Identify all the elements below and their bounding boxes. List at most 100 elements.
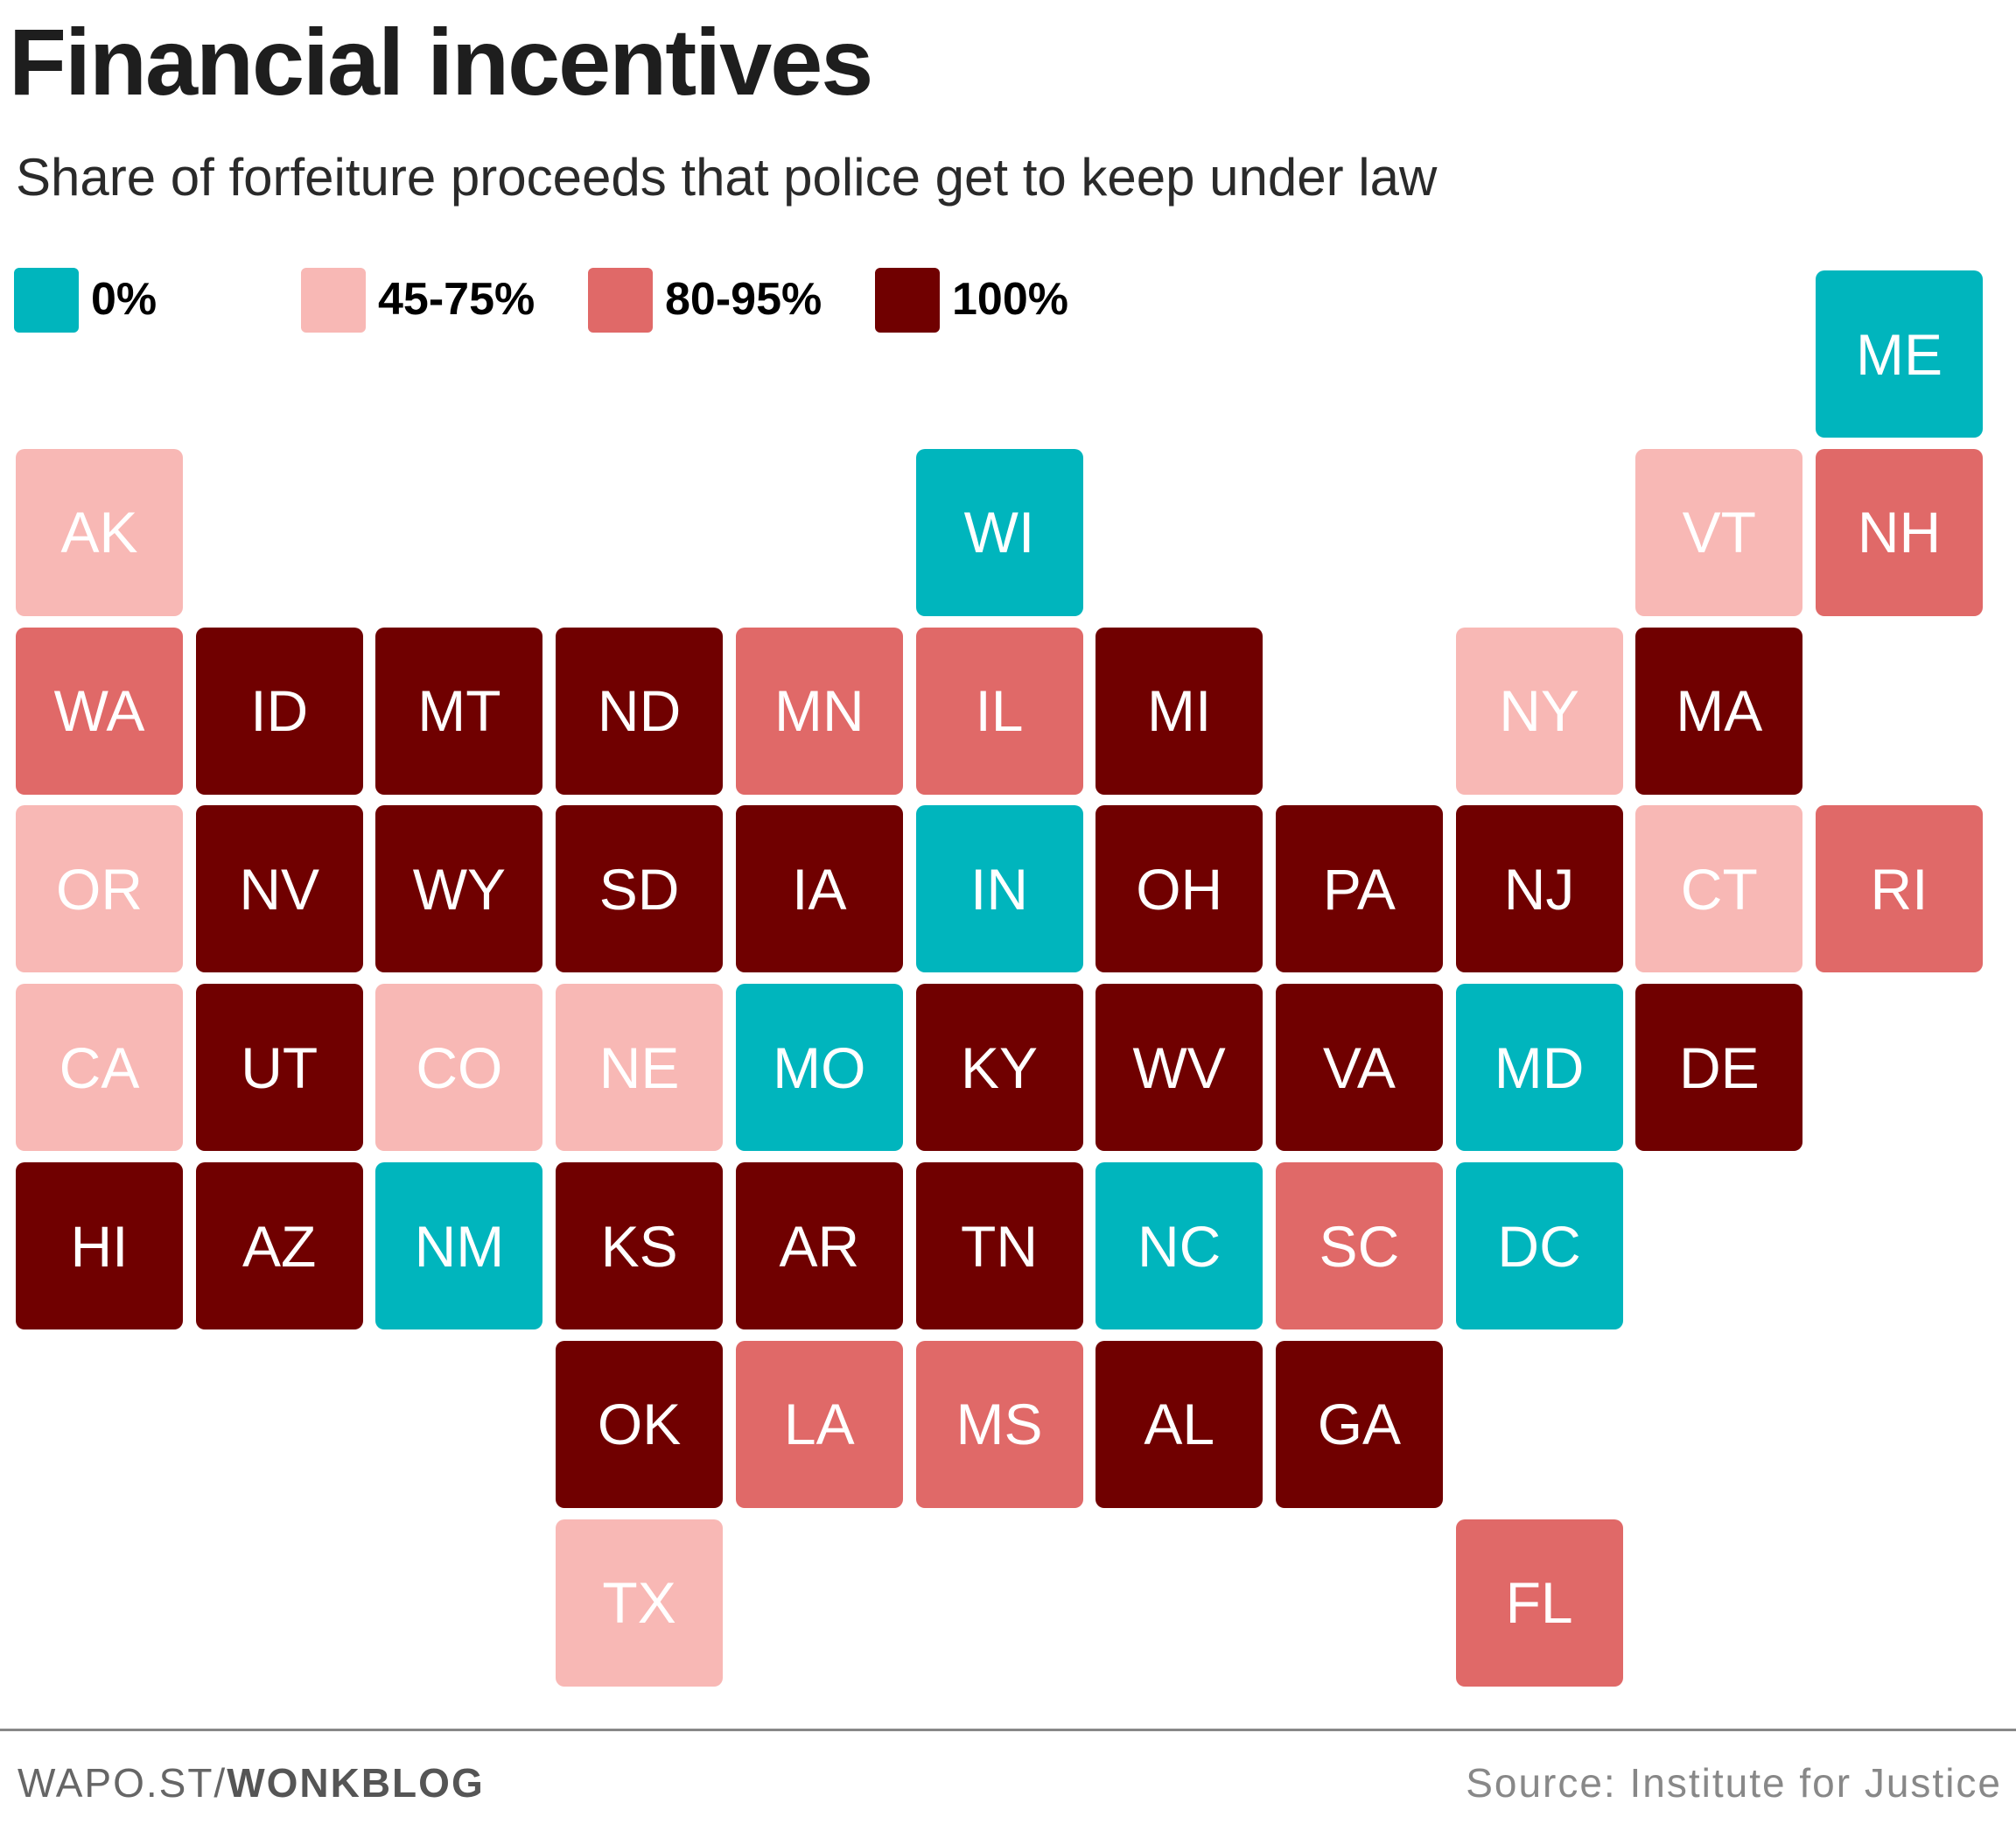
state-label: WI: [963, 500, 1035, 565]
state-label: UT: [241, 1035, 318, 1100]
state-tile-ia: IA: [735, 805, 903, 973]
state-tile-va: VA: [1275, 984, 1443, 1152]
state-label: WA: [53, 678, 145, 744]
state-label: NC: [1138, 1213, 1222, 1279]
state-label: PA: [1322, 856, 1396, 922]
credit-prefix: WAPO.ST/: [18, 1760, 228, 1806]
state-tile-ak: AK: [16, 448, 183, 616]
state-label: MA: [1676, 678, 1763, 744]
state-label: HI: [70, 1213, 129, 1279]
source-note: Source: Institute for Justice: [1466, 1760, 2002, 1806]
state-label: VT: [1682, 500, 1756, 565]
state-tile-ma: MA: [1635, 627, 1803, 795]
state-label: ID: [250, 678, 309, 744]
state-tile-al: AL: [1096, 1340, 1264, 1508]
state-tile-mn: MN: [735, 627, 903, 795]
state-label: RI: [1870, 856, 1928, 922]
state-label: CO: [416, 1035, 503, 1100]
state-tile-tn: TN: [915, 1162, 1083, 1329]
state-tile-co: CO: [375, 984, 543, 1152]
state-tile-nv: NV: [195, 805, 363, 973]
state-tile-la: LA: [735, 1340, 903, 1508]
state-label: SD: [598, 856, 680, 922]
state-tile-ca: CA: [16, 984, 183, 1152]
state-tile-dc: DC: [1455, 1162, 1623, 1329]
state-tile-fl: FL: [1455, 1519, 1623, 1687]
chart-subtitle: Share of forfeiture proceeds that police…: [16, 148, 1438, 207]
state-label: CT: [1680, 856, 1758, 922]
state-label: MO: [773, 1035, 866, 1100]
state-tile-ar: AR: [735, 1162, 903, 1329]
state-label: KY: [960, 1035, 1039, 1100]
state-tile-sc: SC: [1275, 1162, 1443, 1329]
state-label: MT: [417, 678, 501, 744]
state-tile-nc: NC: [1096, 1162, 1264, 1329]
state-label: AL: [1144, 1392, 1215, 1457]
state-label: NY: [1499, 678, 1579, 744]
state-tile-ms: MS: [915, 1340, 1083, 1508]
state-label: IA: [792, 856, 847, 922]
state-tile-sd: SD: [556, 805, 724, 973]
state-tile-de: DE: [1635, 984, 1803, 1152]
legend-swatch-80-95: [588, 268, 653, 333]
state-label: TX: [602, 1570, 676, 1636]
state-label: NV: [239, 856, 320, 922]
state-tile-md: MD: [1455, 984, 1623, 1152]
state-label: MS: [956, 1392, 1043, 1457]
state-tile-ny: NY: [1455, 627, 1623, 795]
state-tile-hi: HI: [16, 1162, 183, 1329]
state-tile-nd: ND: [556, 627, 724, 795]
state-label: NE: [598, 1035, 680, 1100]
state-tile-ks: KS: [556, 1162, 724, 1329]
state-tile-pa: PA: [1275, 805, 1443, 973]
legend-swatch-45-75: [301, 268, 366, 333]
state-label: MI: [1147, 678, 1212, 744]
state-tile-ky: KY: [915, 984, 1083, 1152]
state-label: LA: [783, 1392, 855, 1457]
state-tile-wy: WY: [375, 805, 543, 973]
state-tile-il: IL: [915, 627, 1083, 795]
state-tile-vt: VT: [1635, 448, 1803, 616]
state-label: GA: [1317, 1392, 1402, 1457]
state-tile-wv: WV: [1096, 984, 1264, 1152]
state-label: SC: [1319, 1213, 1400, 1279]
state-tile-ut: UT: [195, 984, 363, 1152]
state-label: IL: [975, 678, 1024, 744]
state-label: AZ: [242, 1213, 317, 1279]
state-label: ND: [597, 678, 682, 744]
state-label: AR: [779, 1213, 860, 1279]
state-label: DE: [1678, 1035, 1760, 1100]
state-tile-nm: NM: [375, 1162, 543, 1329]
state-label: DC: [1497, 1213, 1581, 1279]
state-label: NH: [1857, 500, 1942, 565]
state-label: NJ: [1503, 856, 1575, 922]
state-tile-ok: OK: [556, 1340, 724, 1508]
state-label: CA: [59, 1035, 140, 1100]
state-label: TN: [961, 1213, 1038, 1279]
state-label: VA: [1322, 1035, 1396, 1100]
state-tile-ri: RI: [1816, 805, 1983, 973]
state-label: KS: [600, 1213, 678, 1279]
state-tile-nh: NH: [1816, 448, 1983, 616]
state-label: AK: [60, 500, 138, 565]
state-label: WV: [1132, 1035, 1226, 1100]
state-label: MN: [774, 678, 864, 744]
state-label: OR: [56, 856, 143, 922]
state-label: FL: [1505, 1570, 1573, 1636]
state-tile-wa: WA: [16, 627, 183, 795]
state-tile-ga: GA: [1275, 1340, 1443, 1508]
state-tile-ct: CT: [1635, 805, 1803, 973]
state-label: OK: [597, 1392, 682, 1457]
legend-swatch-100: [875, 268, 940, 333]
state-tile-wi: WI: [915, 448, 1083, 616]
state-tile-or: OR: [16, 805, 183, 973]
chart-title: Financial incentives: [9, 9, 873, 115]
state-tile-az: AZ: [195, 1162, 363, 1329]
credit-brand: WONKBLOG: [227, 1760, 485, 1806]
state-tile-in: IN: [915, 805, 1083, 973]
state-tile-me: ME: [1816, 270, 1983, 438]
legend-label-100: 100%: [952, 274, 1068, 325]
state-label: WY: [412, 856, 507, 922]
state-tile-nj: NJ: [1455, 805, 1623, 973]
legend-label-80-95: 80-95%: [665, 274, 822, 325]
